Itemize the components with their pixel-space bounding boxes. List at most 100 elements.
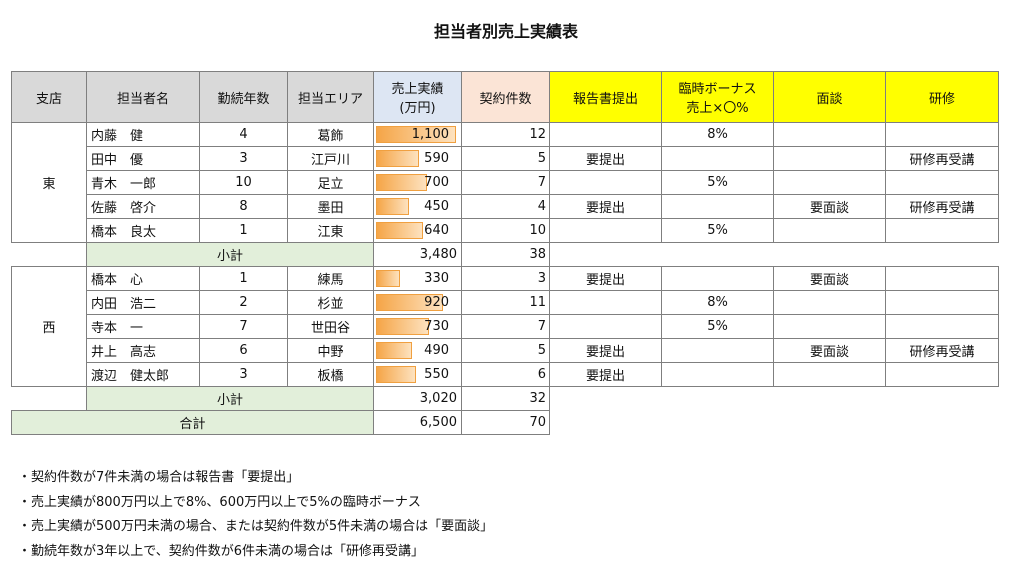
contracts-cell[interactable]: 5 <box>461 338 550 363</box>
years-cell[interactable]: 7 <box>199 314 288 339</box>
years-cell[interactable]: 3 <box>199 362 288 387</box>
contracts-cell[interactable]: 5 <box>461 146 550 171</box>
name-cell[interactable]: 寺本 一 <box>86 314 200 339</box>
area-cell[interactable]: 江戸川 <box>287 146 374 171</box>
report-cell[interactable] <box>549 314 662 339</box>
years-cell[interactable]: 2 <box>199 290 288 315</box>
interview-cell[interactable] <box>773 290 886 315</box>
bonus-cell[interactable]: 5% <box>661 314 774 339</box>
sales-cell[interactable]: 550 <box>373 362 462 387</box>
interview-cell[interactable]: 要面談 <box>773 194 886 219</box>
bonus-cell[interactable] <box>661 266 774 291</box>
sales-cell[interactable]: 1,100 <box>373 122 462 147</box>
interview-cell[interactable] <box>773 146 886 171</box>
name-cell[interactable]: 内田 浩二 <box>86 290 200 315</box>
report-cell[interactable] <box>549 170 662 195</box>
bonus-cell[interactable] <box>661 338 774 363</box>
sales-cell[interactable]: 640 <box>373 218 462 243</box>
area-cell[interactable]: 杉並 <box>287 290 374 315</box>
training-cell[interactable] <box>885 290 999 315</box>
sales-cell[interactable]: 590 <box>373 146 462 171</box>
bonus-cell[interactable] <box>661 194 774 219</box>
sales-cell[interactable]: 730 <box>373 314 462 339</box>
contracts-cell[interactable]: 10 <box>461 218 550 243</box>
contracts-cell[interactable]: 7 <box>461 314 550 339</box>
name-cell[interactable]: 田中 優 <box>86 146 200 171</box>
training-cell[interactable] <box>885 314 999 339</box>
interview-cell[interactable] <box>773 314 886 339</box>
bonus-cell[interactable]: 8% <box>661 290 774 315</box>
subtotal-label[interactable]: 小計 <box>86 386 374 411</box>
contracts-cell[interactable]: 6 <box>461 362 550 387</box>
report-cell[interactable] <box>549 218 662 243</box>
bonus-cell[interactable]: 5% <box>661 170 774 195</box>
name-cell[interactable]: 渡辺 健太郎 <box>86 362 200 387</box>
sales-cell[interactable]: 330 <box>373 266 462 291</box>
bonus-cell[interactable] <box>661 146 774 171</box>
contracts-cell[interactable]: 4 <box>461 194 550 219</box>
name-cell[interactable]: 青木 一郎 <box>86 170 200 195</box>
sales-cell[interactable]: 490 <box>373 338 462 363</box>
report-cell[interactable]: 要提出 <box>549 266 662 291</box>
interview-cell[interactable]: 要面談 <box>773 266 886 291</box>
years-cell[interactable]: 1 <box>199 266 288 291</box>
interview-cell[interactable] <box>773 218 886 243</box>
area-cell[interactable]: 江東 <box>287 218 374 243</box>
subtotal-sales[interactable]: 3,020 <box>373 386 462 411</box>
interview-cell[interactable] <box>773 362 886 387</box>
training-cell[interactable]: 研修再受講 <box>885 194 999 219</box>
bonus-cell[interactable]: 5% <box>661 218 774 243</box>
report-cell[interactable]: 要提出 <box>549 362 662 387</box>
contracts-cell[interactable]: 11 <box>461 290 550 315</box>
total-label[interactable]: 合計 <box>11 410 374 435</box>
interview-cell[interactable] <box>773 122 886 147</box>
area-cell[interactable]: 練馬 <box>287 266 374 291</box>
sales-cell[interactable]: 450 <box>373 194 462 219</box>
branch-cell[interactable]: 西 <box>11 266 87 387</box>
report-cell[interactable]: 要提出 <box>549 194 662 219</box>
subtotal-contracts[interactable]: 38 <box>461 242 550 267</box>
bonus-cell[interactable] <box>661 362 774 387</box>
area-cell[interactable]: 中野 <box>287 338 374 363</box>
bonus-cell[interactable]: 8% <box>661 122 774 147</box>
report-cell[interactable]: 要提出 <box>549 146 662 171</box>
training-cell[interactable] <box>885 170 999 195</box>
years-cell[interactable]: 4 <box>199 122 288 147</box>
training-cell[interactable] <box>885 218 999 243</box>
area-cell[interactable]: 葛飾 <box>287 122 374 147</box>
contracts-cell[interactable]: 7 <box>461 170 550 195</box>
branch-cell[interactable]: 東 <box>11 122 87 243</box>
area-cell[interactable]: 板橋 <box>287 362 374 387</box>
subtotal-label[interactable]: 小計 <box>86 242 374 267</box>
total-sales[interactable]: 6,500 <box>373 410 462 435</box>
training-cell[interactable]: 研修再受講 <box>885 146 999 171</box>
years-cell[interactable]: 1 <box>199 218 288 243</box>
report-cell[interactable] <box>549 122 662 147</box>
training-cell[interactable] <box>885 122 999 147</box>
report-cell[interactable]: 要提出 <box>549 338 662 363</box>
interview-cell[interactable]: 要面談 <box>773 338 886 363</box>
name-cell[interactable]: 橋本 心 <box>86 266 200 291</box>
training-cell[interactable] <box>885 362 999 387</box>
name-cell[interactable]: 佐藤 啓介 <box>86 194 200 219</box>
years-cell[interactable]: 3 <box>199 146 288 171</box>
name-cell[interactable]: 内藤 健 <box>86 122 200 147</box>
area-cell[interactable]: 世田谷 <box>287 314 374 339</box>
years-cell[interactable]: 8 <box>199 194 288 219</box>
interview-cell[interactable] <box>773 170 886 195</box>
area-cell[interactable]: 墨田 <box>287 194 374 219</box>
sales-cell[interactable]: 920 <box>373 290 462 315</box>
training-cell[interactable] <box>885 266 999 291</box>
contracts-cell[interactable]: 12 <box>461 122 550 147</box>
subtotal-contracts[interactable]: 32 <box>461 386 550 411</box>
years-cell[interactable]: 6 <box>199 338 288 363</box>
subtotal-sales[interactable]: 3,480 <box>373 242 462 267</box>
area-cell[interactable]: 足立 <box>287 170 374 195</box>
contracts-cell[interactable]: 3 <box>461 266 550 291</box>
years-cell[interactable]: 10 <box>199 170 288 195</box>
training-cell[interactable]: 研修再受講 <box>885 338 999 363</box>
sales-cell[interactable]: 700 <box>373 170 462 195</box>
name-cell[interactable]: 橋本 良太 <box>86 218 200 243</box>
report-cell[interactable] <box>549 290 662 315</box>
total-contracts[interactable]: 70 <box>461 410 550 435</box>
